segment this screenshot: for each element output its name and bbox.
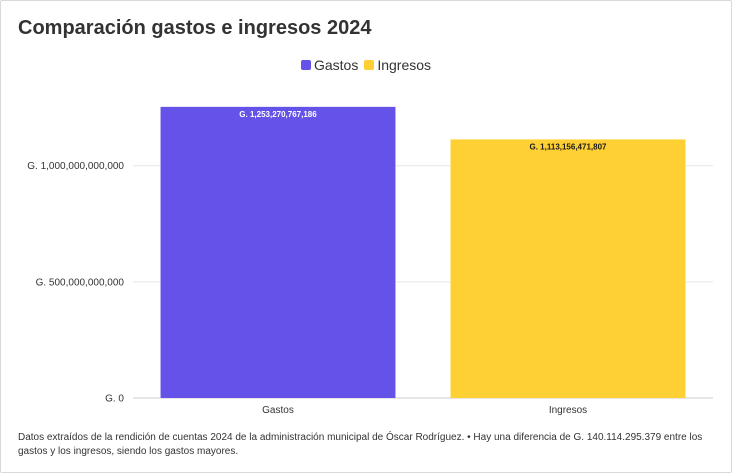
bar-ingresos[interactable] (450, 139, 686, 398)
footnote: Datos extraídos de la rendición de cuent… (18, 432, 703, 457)
legend-label-gastos: Gastos (313, 57, 359, 73)
data-label-ingresos: G. 1,113,156,471,807 (530, 142, 608, 151)
legend-item-ingresos[interactable]: Ingresos (364, 57, 431, 73)
legend: Gastos Ingresos (0, 57, 732, 73)
legend-swatch-ingresos (364, 60, 375, 70)
x-tick-label-ingresos: Ingresos (549, 405, 587, 416)
bar-gastos[interactable] (160, 106, 396, 398)
legend-item-gastos[interactable]: Gastos (300, 57, 359, 73)
x-tick-label-gastos: Gastos (262, 405, 294, 416)
legend-swatch-gastos (300, 60, 311, 70)
legend-label-ingresos: Ingresos (377, 57, 432, 73)
chart-title: Comparación gastos e ingresos 2024 (18, 17, 372, 39)
data-label-gastos: G. 1,253,270,767,186 (239, 110, 317, 119)
y-tick-label-2: G. 1,000,000,000,000 (27, 161, 124, 172)
y-tick-label-0: G. 0 (105, 394, 124, 405)
y-tick-label-1: G. 500,000,000,000 (36, 277, 125, 288)
